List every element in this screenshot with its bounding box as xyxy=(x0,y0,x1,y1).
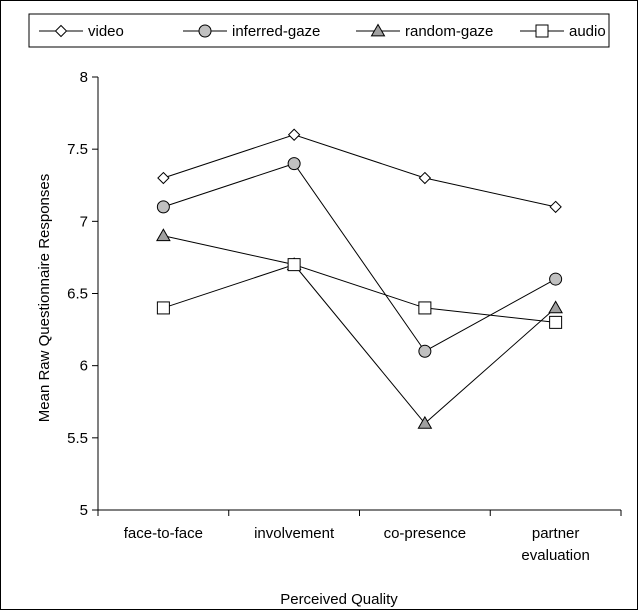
legend-label: inferred-gaze xyxy=(232,23,320,40)
legend-item-inferred-gaze: inferred-gaze xyxy=(183,23,320,40)
legend-box xyxy=(28,13,610,48)
legend-marker-circle xyxy=(198,24,212,38)
legend-marker-square xyxy=(535,24,549,38)
axes: 5 5.5 6 6.5 7 7.5 8 face-to-face involvement co-p… xyxy=(67,69,622,564)
y-tick-label: 5.5 xyxy=(67,430,88,447)
legend-item-random-gaze: random-gaze xyxy=(356,23,493,40)
y-tick-label: 7 xyxy=(80,213,88,230)
x-axis-title: Perceived Quality xyxy=(280,591,398,608)
data-point-inferred-gaze xyxy=(287,157,301,171)
y-tick-label: 5 xyxy=(80,502,88,519)
legend: video inferred-gaze random-gaze audio xyxy=(39,23,606,40)
legend-label: video xyxy=(88,23,124,40)
data-point-inferred-gaze xyxy=(549,272,563,286)
data-point-random-gaze xyxy=(156,228,171,242)
series-line-video xyxy=(163,134,556,208)
y-tick-label: 6 xyxy=(80,358,88,375)
data-point-audio xyxy=(549,315,563,329)
y-tick-label: 6.5 xyxy=(67,286,88,303)
data-point-random-gaze xyxy=(548,300,563,314)
data-point-audio xyxy=(156,301,170,315)
data-point-audio xyxy=(287,258,301,272)
y-tick-label: 8 xyxy=(80,69,88,86)
x-tick-label: face-to-face xyxy=(124,525,203,542)
legend-marker-diamond xyxy=(54,24,68,38)
legend-label: audio xyxy=(569,23,606,40)
data-point-video xyxy=(418,171,432,185)
data-point-random-gaze xyxy=(417,415,433,429)
data-point-inferred-gaze xyxy=(418,344,432,358)
legend-item-audio: audio xyxy=(520,23,606,40)
x-tick-label: involvement xyxy=(254,525,335,542)
data-point-audio xyxy=(418,301,432,315)
series-line-random-gaze xyxy=(163,235,556,425)
legend-item-video: video xyxy=(39,23,124,40)
series-line-audio xyxy=(163,264,556,323)
data-point-video xyxy=(157,171,170,185)
y-axis-title: Mean Raw Questionnaire Responses xyxy=(36,174,53,422)
data-point-video xyxy=(549,200,562,214)
data-point-inferred-gaze xyxy=(156,200,170,214)
plot-area xyxy=(156,128,563,429)
legend-label: random-gaze xyxy=(405,23,493,40)
x-tick-label: co-presence xyxy=(384,525,467,542)
legend-marker-triangle xyxy=(370,23,386,37)
y-tick-label: 7.5 xyxy=(67,141,88,158)
x-tick-label: partner evaluation xyxy=(521,525,589,564)
data-point-video xyxy=(287,128,301,141)
